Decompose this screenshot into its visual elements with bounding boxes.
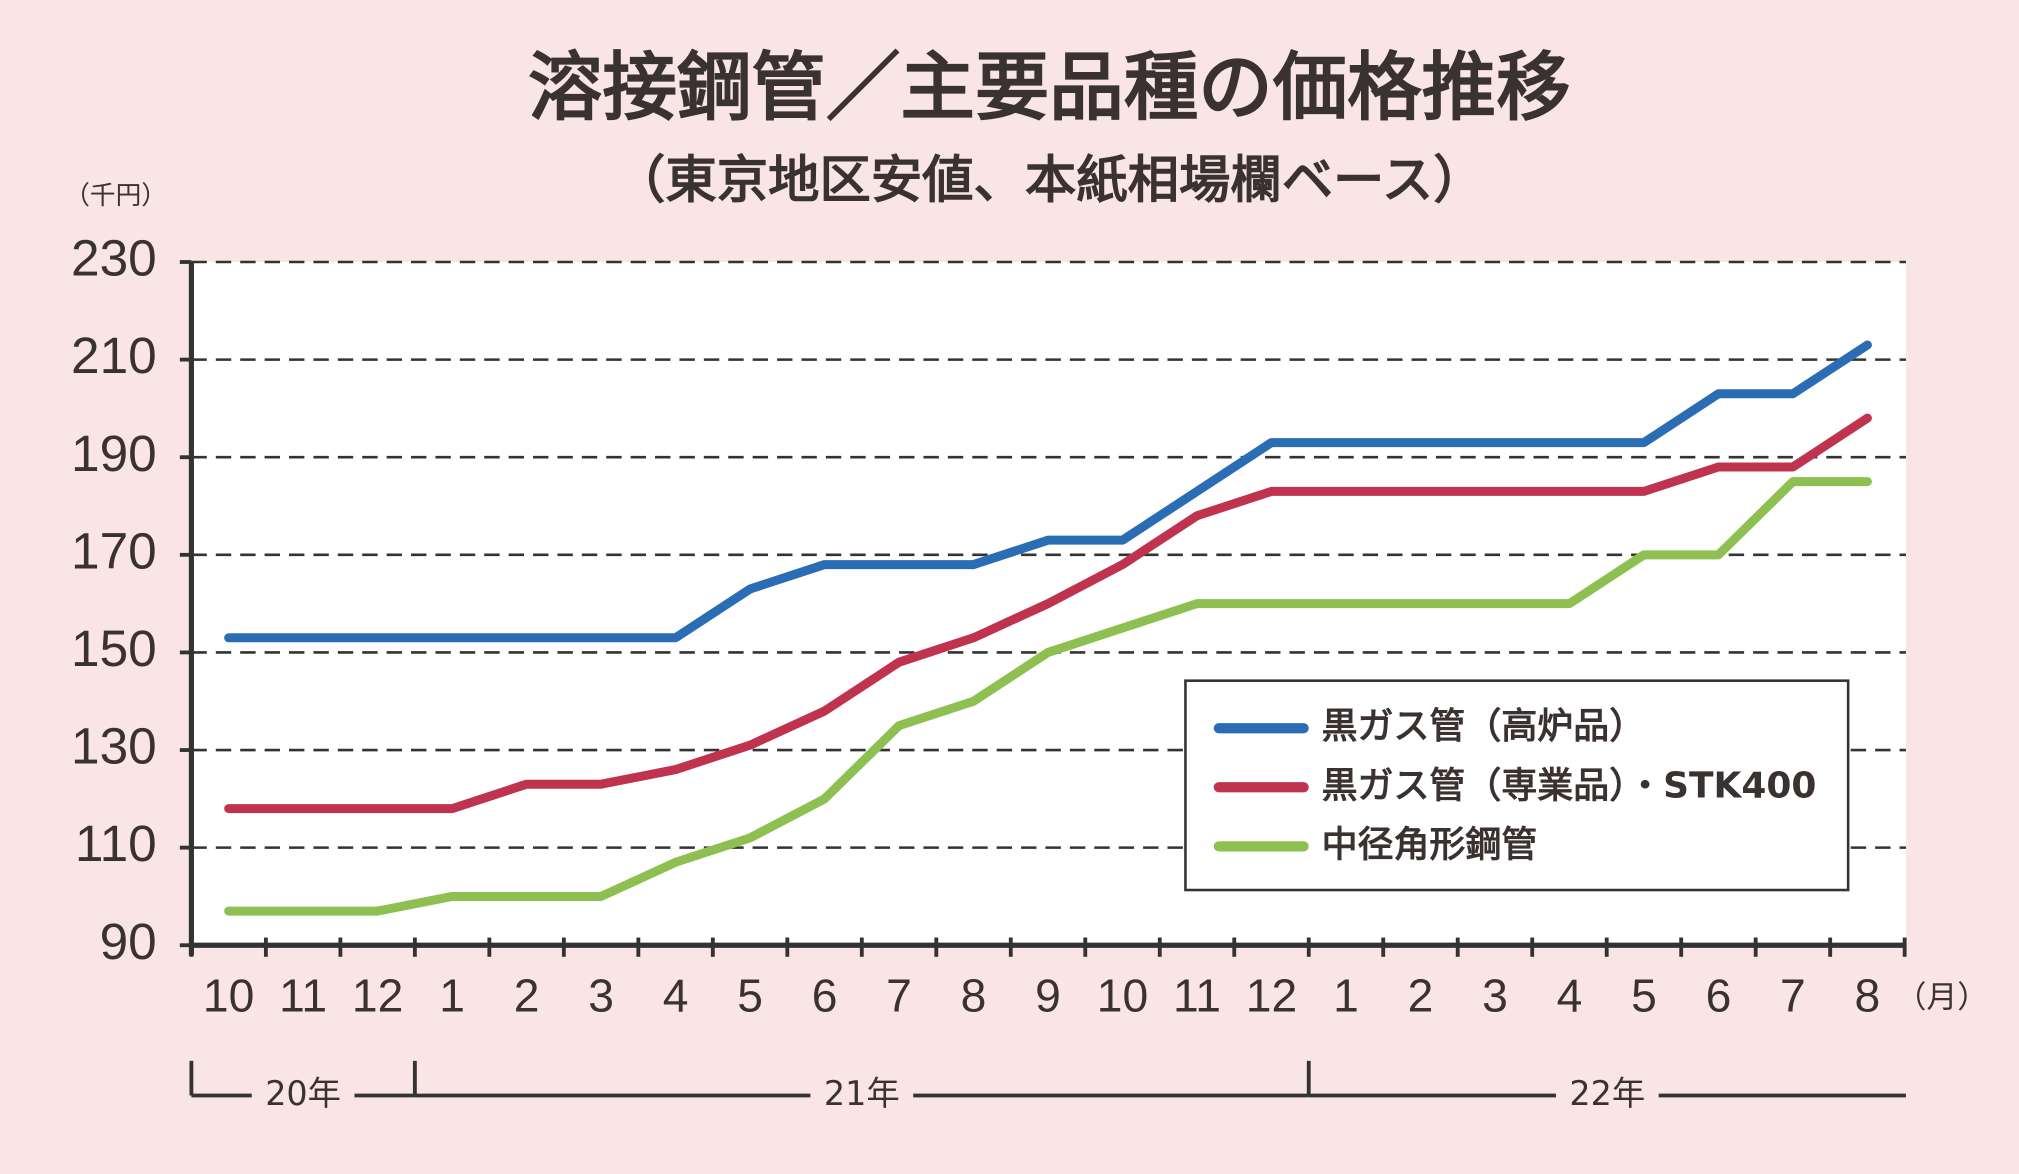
year-label: 20年 — [265, 1074, 341, 1113]
x-tick-label: 12 — [352, 969, 403, 1021]
y-tick-label: 170 — [71, 521, 157, 579]
x-tick-label: 10 — [203, 969, 254, 1021]
x-tick-label: 8 — [961, 969, 987, 1021]
y-unit: （千円） — [64, 181, 167, 211]
y-tick-label: 90 — [100, 912, 157, 970]
x-tick-label: 10 — [1097, 969, 1148, 1021]
x-tick-label: 4 — [663, 969, 689, 1021]
x-tick-label: 5 — [1631, 969, 1657, 1021]
legend-label: 中径角形鋼管 — [1322, 824, 1538, 865]
x-tick-label: 11 — [279, 969, 327, 1021]
x-tick-label: 6 — [1706, 969, 1732, 1021]
series-line — [224, 477, 1872, 916]
legend-label: 黒ガス管（専業品）・STK400 — [1322, 765, 1817, 806]
chart-title: 溶接鋼管／主要品種の価格推移 — [528, 44, 1571, 131]
y-tick-label: 110 — [75, 814, 157, 872]
x-tick-label: 3 — [1482, 969, 1508, 1021]
x-tick-label: 4 — [1557, 969, 1583, 1021]
x-tick-label: 5 — [737, 969, 763, 1021]
x-tick-label: 2 — [514, 969, 540, 1021]
x-tick-label: 12 — [1246, 969, 1297, 1021]
y-tick-label: 230 — [71, 229, 157, 287]
x-unit: （月） — [1896, 980, 1988, 1016]
x-tick-label: 1 — [1333, 969, 1359, 1021]
x-tick-label: 3 — [588, 969, 614, 1021]
x-tick-label: 8 — [1855, 969, 1881, 1021]
year-label: 21年 — [824, 1074, 900, 1113]
y-tick-label: 210 — [71, 326, 157, 384]
y-tick-label: 130 — [71, 717, 157, 775]
x-tick-label: 9 — [1035, 969, 1061, 1021]
x-tick-label: 6 — [812, 969, 838, 1021]
legend-label: 黒ガス管（高炉品） — [1322, 706, 1646, 747]
x-tick-label: 11 — [1173, 969, 1221, 1021]
x-tick-label: 7 — [886, 969, 912, 1021]
series-line — [224, 413, 1872, 814]
x-tick-label: 1 — [439, 969, 465, 1021]
y-tick-label: 150 — [71, 619, 157, 677]
chart-subtitle: （東京地区安値、本紙相場欄ベース） — [614, 151, 1485, 211]
x-tick-label: 7 — [1780, 969, 1806, 1021]
year-label: 22年 — [1569, 1074, 1645, 1113]
series-line — [224, 340, 1872, 643]
y-tick-label: 190 — [71, 424, 157, 482]
x-tick-label: 2 — [1408, 969, 1434, 1021]
